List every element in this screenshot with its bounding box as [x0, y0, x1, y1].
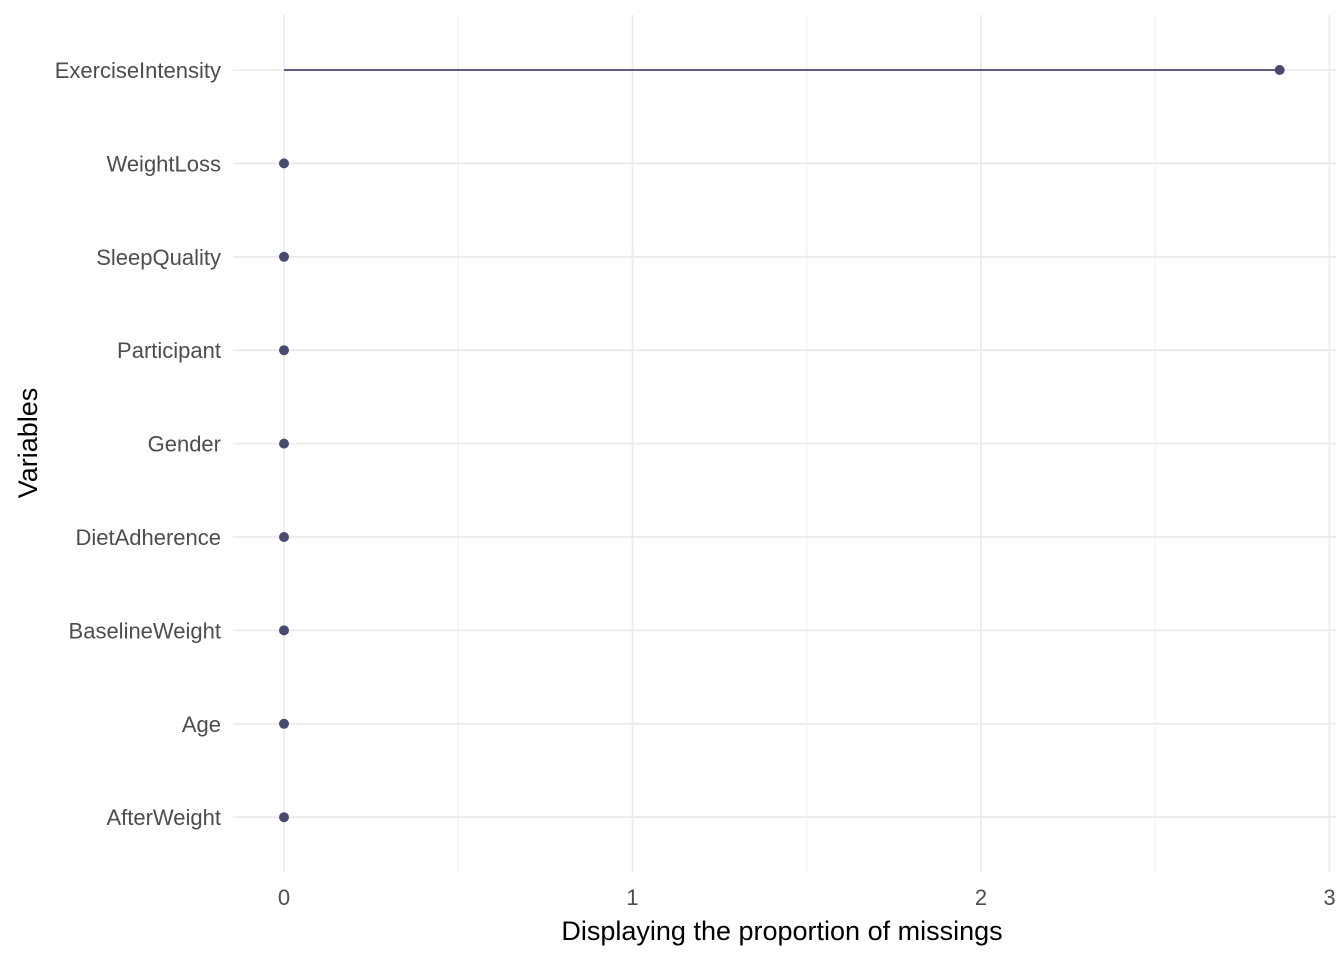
x-tick-label: 3: [1323, 885, 1335, 910]
x-axis-title: Displaying the proportion of missings: [561, 916, 1002, 946]
x-tick-label: 1: [626, 885, 638, 910]
y-tick-label: Age: [182, 712, 221, 737]
lollipop-point: [1274, 65, 1285, 75]
lollipop-point: [279, 532, 289, 542]
y-tick-label: WeightLoss: [106, 151, 221, 176]
x-tick-label: 2: [975, 885, 987, 910]
y-tick-label: Gender: [148, 432, 221, 457]
lollipop-point: [279, 718, 289, 729]
lollipop-point: [279, 345, 289, 356]
y-tick-label: DietAdherence: [75, 525, 221, 550]
y-tick-label: AfterWeight: [106, 805, 221, 830]
lollipop-point: [279, 438, 289, 449]
lollipop-point: [279, 251, 289, 262]
lollipop-stems: [284, 69, 1280, 71]
lollipop-point: [279, 625, 289, 636]
grid-lines: [233, 15, 1336, 872]
x-tick-labels: 0 1 2 3: [278, 885, 1336, 910]
y-tick-label: SleepQuality: [96, 245, 221, 270]
x-tick-label: 0: [278, 885, 290, 910]
y-axis-title: Variables: [13, 388, 43, 499]
lollipop-point: [279, 812, 289, 823]
lollipop-point: [279, 158, 289, 169]
y-tick-label: Participant: [117, 338, 221, 363]
lollipop-points: [279, 65, 1285, 823]
y-tick-labels: ExerciseIntensity WeightLoss SleepQuality P…: [55, 58, 221, 830]
y-tick-label: ExerciseIntensity: [55, 58, 221, 83]
y-tick-label: BaselineWeight: [69, 618, 221, 643]
